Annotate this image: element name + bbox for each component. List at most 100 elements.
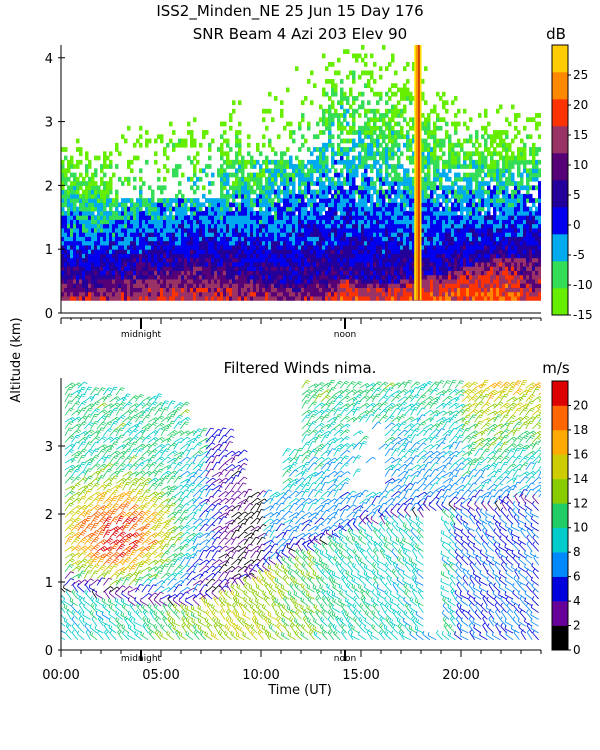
snr-cell [382,147,386,152]
snr-cell [442,117,446,123]
snr-cell [187,227,191,233]
snr-cell [181,283,185,288]
snr-cell [325,172,329,178]
snr-cell [445,266,449,271]
snr-cell [301,278,305,284]
snr-cell [439,193,443,199]
snr-cell [409,147,413,152]
snr-cell [394,151,398,157]
snr-cell [271,274,275,280]
snr-cell [334,278,338,284]
snr-cell [469,223,473,229]
snr-cell [469,206,473,212]
snr-cell [283,219,287,225]
snr-cell [184,232,188,237]
snr-cell [403,198,407,203]
snr-cell [328,219,332,225]
snr-cell [403,104,407,110]
snr-cell [346,227,350,233]
snr-cell [157,206,161,212]
snr-cell [481,206,485,212]
snr-cell [427,274,431,280]
snr-cell [388,295,392,301]
snr-cell [220,223,224,229]
snr-cell [175,219,179,225]
snr-cell [91,236,95,242]
snr-cell [136,257,140,263]
snr-cell [283,172,287,178]
snr-cell [463,193,467,199]
snr-cell [388,236,392,242]
snr-cell [70,270,74,276]
snr-cell [448,295,452,301]
snr-cell [133,295,137,301]
snr-cell [289,295,293,301]
snr-cell [283,215,287,220]
snr-cell [493,202,497,208]
snr-cell [193,270,197,276]
snr-cell [409,159,413,165]
snr-cell [430,219,434,225]
snr-cell [208,181,212,186]
snr-cell [169,198,173,203]
snr-cell [61,147,65,152]
snr-cell [202,202,206,208]
snr-cell [343,206,347,212]
snr-cell [256,181,260,186]
snr-cell [292,266,296,271]
snr-cell [202,236,206,242]
snr-cell [421,257,425,263]
snr-cell [388,261,392,267]
snr-cell [166,274,170,280]
snr-cell [172,236,176,242]
snr-cell [400,274,404,280]
snr-cell [331,266,335,271]
snr-cell [346,130,350,135]
snr-cell [394,134,398,140]
snr-cell [466,172,470,178]
snr-cell [199,278,203,284]
snr-cell [376,232,380,237]
snr-cell [247,261,251,267]
snr-cell [286,193,290,199]
snr-cell [187,295,191,301]
snr-cell [343,159,347,165]
snr-cell [115,261,119,267]
snr-cell [220,261,224,267]
snr-cell [427,270,431,276]
snr-cell [226,295,230,301]
snr-cell [88,219,92,225]
snr-cell [253,295,257,301]
snr-cell [442,198,446,203]
snr-cell [454,278,458,284]
snr-cell [295,198,299,203]
snr-cell [97,261,101,267]
snr-cell [355,155,359,161]
snr-cell [115,193,119,199]
snr-cell [304,257,308,263]
snr-cell [484,138,488,144]
snr-cell [223,219,227,225]
snr-cell [331,117,335,123]
snr-cell [286,198,290,203]
snr-cell [313,257,317,263]
snr-cell [163,202,167,208]
snr-cell [73,257,77,263]
snr-cell [157,287,161,293]
snr-cell [328,240,332,246]
snr-cell [115,198,119,203]
snr-cell [340,287,344,293]
snr-cell [184,257,188,263]
snr-cell [397,274,401,280]
snr-cell [451,155,455,161]
snr-cell [286,159,290,165]
snr-cell [430,244,434,250]
snr-cell [373,287,377,293]
snr-cell [229,147,233,152]
snr-cell [271,202,275,208]
snr-cell [409,176,413,182]
snr-cell [325,215,329,220]
snr-cell [280,181,284,186]
snr-cell [103,236,107,242]
snr-cell [337,253,341,259]
